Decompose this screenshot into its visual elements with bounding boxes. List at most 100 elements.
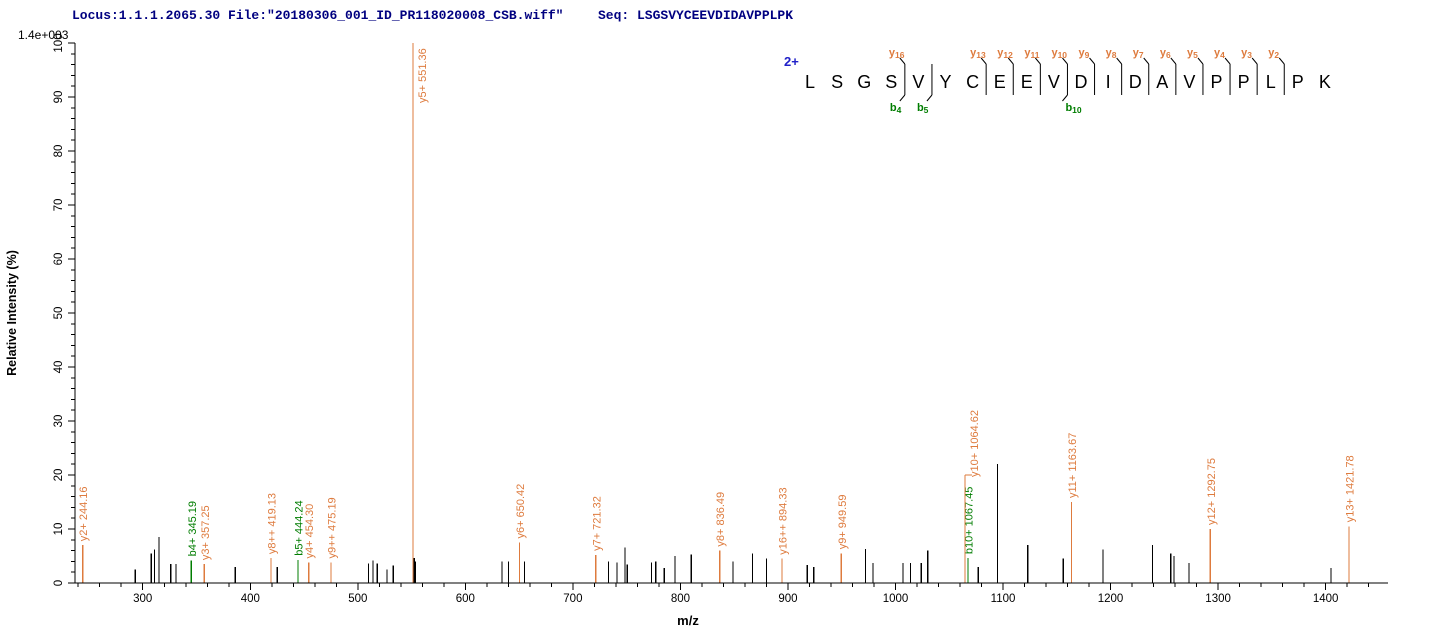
y-mark-diagonal [1034,57,1041,65]
y-mark-diagonal [1089,57,1095,65]
x-tick-label: 1400 [1313,593,1339,605]
y-mark-diagonal [1170,57,1177,65]
residue-letter: L [805,72,815,92]
y-mark-diagonal [1251,57,1258,65]
residue-letter: A [1156,72,1168,92]
peak-label: y13+ 1421.78 [1345,455,1357,522]
peak-label: y6+ 650.42 [515,484,527,539]
y-ion-mark-label: y6 [1160,47,1171,60]
peak-label: y4+ 454.30 [304,504,316,559]
axes: 0 10 20 30 40 50 60 70 80 90 100 300 400 500 600 700 800… [5,28,1388,628]
y-tick-label: 70 [53,199,65,212]
residue-letter: P [1292,72,1304,92]
b-ion-mark-label: b4 [890,102,902,115]
y-mark-diagonal [1143,57,1150,65]
y-tick-label: 100 [53,33,65,52]
b-ion-mark-label: b10 [1065,102,1081,115]
locus-file-label: Locus:1.1.1.2065.30 File:"20180306_001_I… [72,8,564,23]
residue-letter: P [1238,72,1250,92]
y-tick-label: 90 [53,91,65,104]
peak-label: y8+ 836.49 [715,492,727,547]
peak-label: y10+ 1064.62 [969,410,981,477]
y-mark-diagonal [1116,57,1123,65]
series-unassigned-peaks [134,464,1332,583]
sequence-header-label: Seq: LSGSVYCEEVDIDAVPPLPK [598,8,794,23]
y-tick-label: 80 [53,145,65,158]
residue-letter: C [966,72,979,92]
b-ion-mark-label: b5 [917,102,929,115]
precursor-charge-label: 2+ [784,54,799,69]
peak-label: y7+ 721.32 [591,496,603,551]
peak-label: y9++ 475.19 [327,497,339,558]
peak-label: y12+ 1292.75 [1206,458,1218,525]
x-axis-title: m/z [677,613,699,628]
y-mark-diagonal [1007,57,1014,65]
y-ion-mark-label: y3 [1241,47,1252,60]
y-tick-label: 40 [53,361,65,374]
peak-label: y5+ 551.36 [417,48,429,103]
residue-letter: D [1129,72,1142,92]
y-mark-diagonal [899,57,906,65]
y-ion-mark-label: y5 [1187,47,1198,60]
peak-label: b5+ 444.24 [293,500,305,555]
series-y-ions: y2+ 244.16 y3+ 357.25 y8++ 419.13 y4+ 454.3… [78,43,1357,583]
b-mark-diagonal [1062,94,1068,102]
residue-letter: D [1075,72,1088,92]
residue-letter: P [1210,72,1222,92]
y-tick-label: 10 [53,523,65,536]
y-tick-label: 60 [53,253,65,266]
x-tick-label: 1000 [883,593,909,605]
y-tick-label: 0 [53,580,65,586]
y-mark-diagonal [1062,57,1068,65]
residue-letter: I [1106,72,1111,92]
peak-label: y3+ 357.25 [200,505,212,560]
y-ion-mark-label: y13 [970,47,986,60]
y-mark-diagonal [1278,57,1285,65]
x-tick-label: 800 [671,593,690,605]
peak-label: y9+ 949.59 [837,495,849,550]
y-ion-mark-label: y12 [997,47,1013,60]
x-tick-label: 300 [133,593,152,605]
residue-letter: G [857,72,871,92]
y-ion-mark-label: y11 [1024,47,1039,60]
peak-label: y16++ 894.33 [777,487,789,554]
peak-label: y2+ 244.16 [78,486,90,541]
y-mark-diagonal [980,57,987,65]
x-tick-label: 500 [348,593,367,605]
residue-letter: V [1048,72,1060,92]
residue-letter: Y [939,72,951,92]
x-tick-label: 700 [563,593,582,605]
b-mark-diagonal [899,94,906,102]
x-tick-label: 400 [241,593,260,605]
series-b-ions: b4+ 345.19 b5+ 444.24 b10+ 1067.45 [187,487,976,583]
x-tick-label: 1300 [1205,593,1231,605]
residue-letter: S [885,72,897,92]
y-mark-diagonal [1224,57,1231,65]
y-mark-diagonal [1197,57,1204,65]
x-tick-label: 900 [778,593,797,605]
residue-letter: L [1266,72,1276,92]
y-tick-label: 20 [53,469,65,482]
y-ion-mark-label: y16 [889,47,905,60]
residue-letter: K [1319,72,1331,92]
x-tick-label: 600 [456,593,475,605]
x-tick-label: 1100 [991,593,1016,605]
y-tick-label: 30 [53,415,65,428]
b-mark-diagonal [926,94,933,102]
y-ion-mark-label: y4 [1214,47,1225,60]
y-ion-mark-label: y7 [1133,47,1144,60]
y-ion-mark-label: y10 [1051,47,1067,60]
peak-label: y8++ 419.13 [266,493,278,554]
peak-label: b4+ 345.19 [187,501,199,556]
y-ion-mark-label: y2 [1268,47,1279,60]
y-ion-mark-label: y8 [1106,47,1117,60]
y-ion-mark-label: y9 [1079,47,1090,60]
peak-label: y11+ 1163.67 [1067,433,1079,498]
residue-letter: S [831,72,843,92]
peak-label: b10+ 1067.45 [964,487,976,555]
y-axis-title: Relative Intensity (%) [5,250,19,376]
residue-letter: E [994,72,1006,92]
